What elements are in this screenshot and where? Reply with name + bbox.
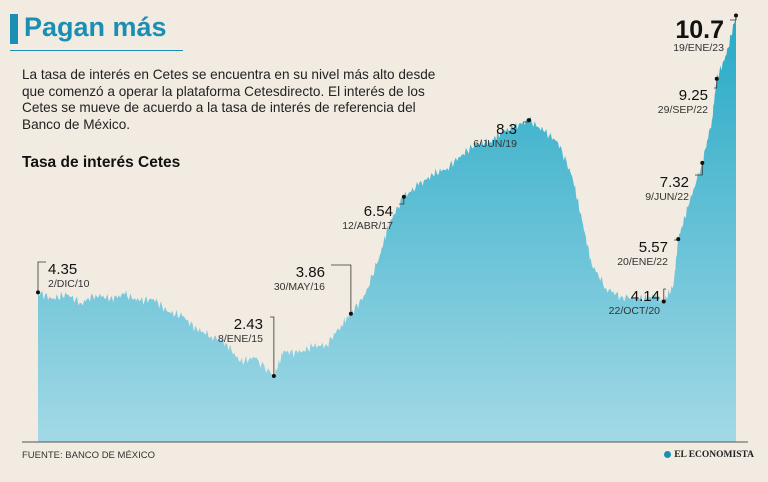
annotation-date: 20/ENE/22 (617, 256, 668, 268)
page-title: Pagan más (24, 12, 167, 42)
annotation-value: 8.3 (496, 121, 517, 138)
annotation-point (401, 194, 406, 199)
annotation-value: 5.57 (639, 239, 668, 256)
annotation-point (527, 118, 532, 123)
annotation-date: 6/JUN/19 (473, 138, 517, 150)
brand-logo: EL ECONOMISTA (664, 450, 754, 460)
source-note: FUENTE: BANCO DE MÉXICO (22, 450, 156, 461)
annotation-leader (270, 316, 275, 377)
annotation-leader (399, 196, 405, 205)
annotation-point (661, 299, 666, 304)
annotation-value: 4.35 (48, 261, 77, 278)
annotation-date: 8/ENE/15 (218, 333, 263, 345)
annotation-point (348, 311, 353, 316)
annotation-point (271, 374, 276, 379)
annotation-value: 2.43 (234, 316, 263, 333)
annotation-leader (331, 264, 352, 314)
annotation-date: 9/JUN/22 (645, 191, 689, 203)
annotation-point (700, 160, 705, 165)
annotation-leader (37, 261, 46, 293)
brand-icon (664, 451, 672, 458)
annotation-point (676, 237, 681, 242)
annotation-value: 3.86 (296, 264, 325, 281)
annotation-date: 12/ABR/17 (342, 220, 393, 232)
title-underline (10, 50, 183, 51)
annotation-value: 4.14 (631, 288, 660, 305)
annotation-value: 10.7 (675, 16, 724, 44)
title-accent-bar (10, 14, 18, 44)
annotation-date: 29/SEP/22 (658, 104, 708, 116)
annotation-value: 7.32 (660, 174, 689, 191)
annotation-leader (663, 288, 666, 302)
brand-name: EL ECONOMISTA (674, 450, 754, 460)
description-text: La tasa de interés en Cetes se encuentra… (22, 67, 436, 132)
annotation-date: 30/MAY/16 (274, 281, 325, 293)
annotation-point (734, 13, 738, 18)
annotation-date: 2/DIC/10 (48, 278, 90, 290)
annotation-leader (714, 78, 718, 89)
annotation-point (36, 290, 40, 295)
annotation-date: 19/ENE/23 (673, 42, 724, 54)
annotation-point (714, 76, 719, 81)
annotation-date: 22/OCT/20 (609, 305, 661, 317)
annotation-leader (695, 162, 703, 176)
chart-subtitle: Tasa de interés Cetes (22, 154, 181, 171)
annotation-value: 9.25 (679, 87, 708, 104)
series-area (38, 15, 736, 442)
annotation-value: 6.54 (364, 203, 393, 220)
